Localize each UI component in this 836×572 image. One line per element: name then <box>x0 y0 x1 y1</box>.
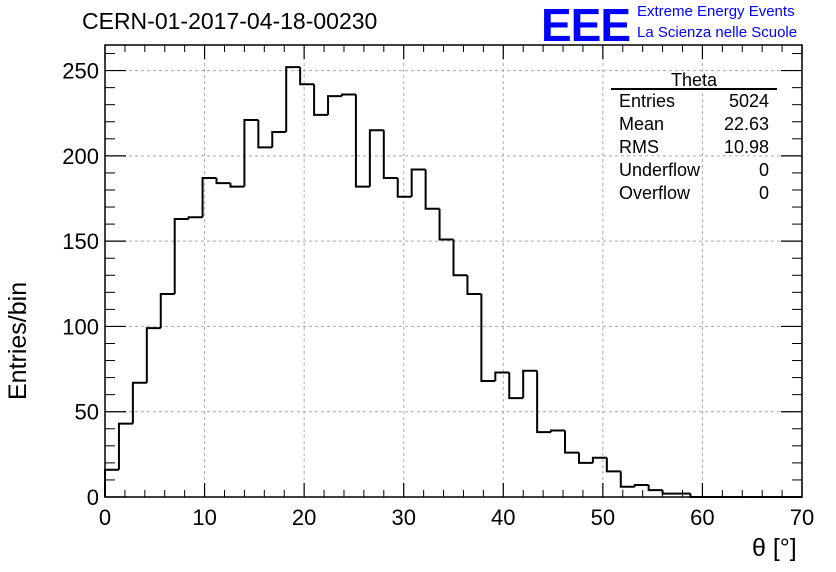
x-tick-label: 30 <box>391 505 415 530</box>
y-tick-label: 100 <box>62 314 99 339</box>
histogram-bin <box>480 294 496 383</box>
histogram-bin <box>187 216 203 219</box>
histogram-bin <box>243 119 259 187</box>
axis-ticks <box>104 45 803 498</box>
stats-row: RMS 10.98 <box>611 136 777 159</box>
histogram-bin <box>522 369 538 399</box>
histogram-bin <box>257 120 273 149</box>
histogram-bin <box>201 177 217 218</box>
histogram-bin <box>354 94 370 188</box>
histogram-bin <box>647 485 663 492</box>
histogram-bars <box>104 66 802 498</box>
stats-row: Mean 22.63 <box>611 113 777 136</box>
plot-frame <box>104 44 803 498</box>
histogram-bin <box>131 381 147 424</box>
histogram-bin <box>173 217 189 295</box>
logo-line-1: Extreme Energy Events <box>637 3 795 20</box>
stats-box: Theta Entries 5024 Mean 22.63 RMS 10.98 Underf… <box>611 69 777 205</box>
histogram-bin <box>368 129 384 187</box>
histogram-bin <box>327 95 342 115</box>
histogram-bin <box>104 468 119 497</box>
histogram-bin <box>438 208 454 241</box>
histogram-bin <box>410 168 426 197</box>
y-tick-labels: 0 50 100 150 200 250 <box>62 59 99 510</box>
chart-title: CERN-01-2017-04-18-00230 <box>82 8 378 34</box>
histogram-bin <box>159 293 175 329</box>
x-axis-label: θ [°] <box>752 534 797 562</box>
histogram-bin <box>340 93 356 97</box>
stats-label: Overflow <box>619 183 691 203</box>
histogram-bin <box>424 169 440 210</box>
x-tick-label: 70 <box>790 505 814 530</box>
x-tick-label: 40 <box>491 505 515 530</box>
x-tick-labels: 0 10 20 30 40 50 60 70 <box>99 505 814 530</box>
y-tick-label: 150 <box>62 229 99 254</box>
x-tick-label: 0 <box>99 505 111 530</box>
histogram-bin <box>452 239 468 277</box>
stats-divider <box>611 88 777 90</box>
y-axis-label: Entries/bin <box>4 281 32 400</box>
stats-label: Underflow <box>619 160 701 180</box>
histogram-bin <box>508 372 524 400</box>
y-tick-label: 0 <box>87 485 99 510</box>
histogram-bin <box>299 67 315 86</box>
histogram-bin <box>619 471 635 488</box>
histogram-bin <box>661 490 677 495</box>
histogram-bin <box>605 457 621 473</box>
histogram-bin <box>633 484 649 487</box>
stats-label: Entries <box>619 91 676 111</box>
stats-row: Underflow 0 <box>611 159 777 182</box>
histogram-bin <box>313 84 329 116</box>
histogram-bin <box>396 178 412 198</box>
histogram-bin <box>536 370 552 434</box>
histogram-bin <box>215 178 231 185</box>
stats-value: 0 <box>758 183 769 203</box>
stats-label: RMS <box>619 137 659 157</box>
histogram-bin <box>466 275 482 296</box>
stats-value: 0 <box>758 160 769 180</box>
x-tick-label: 50 <box>591 505 615 530</box>
stats-label: Mean <box>619 114 665 134</box>
stats-value: 5024 <box>728 91 769 111</box>
histogram-bin <box>577 452 593 464</box>
histogram-bin <box>117 422 133 470</box>
eee-logo: EEE <box>541 0 631 51</box>
logo-line-2: La Scienza nelle Scuole <box>637 24 798 41</box>
y-tick-label: 50 <box>75 400 99 425</box>
histogram-bin <box>229 183 245 188</box>
histogram-bin <box>271 130 287 148</box>
histogram-bin <box>550 429 566 433</box>
y-tick-label: 250 <box>62 59 99 84</box>
stats-value: 10.98 <box>723 137 769 157</box>
histogram-bin <box>494 371 510 382</box>
histogram-bin <box>591 456 607 463</box>
stats-value: 22.63 <box>723 114 769 134</box>
x-tick-label: 60 <box>690 505 714 530</box>
histogram-bin <box>564 430 579 454</box>
y-tick-label: 200 <box>62 144 99 169</box>
x-tick-label: 10 <box>192 505 216 530</box>
histogram-bin <box>382 130 398 180</box>
stats-rows: Entries 5024 Mean 22.63 RMS 10.98 Underflow 0 Ov… <box>611 90 777 205</box>
stats-title: Theta <box>670 70 718 90</box>
histogram-bin <box>285 66 301 132</box>
histogram-bin <box>145 327 161 383</box>
stats-row: Entries 5024 <box>611 90 777 113</box>
stats-row: Overflow 0 <box>611 182 777 205</box>
x-tick-label: 20 <box>292 505 316 530</box>
